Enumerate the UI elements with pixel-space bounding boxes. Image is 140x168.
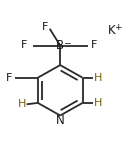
Text: F: F xyxy=(21,40,28,51)
Text: N: N xyxy=(56,114,65,127)
Text: F: F xyxy=(42,22,49,32)
Text: H: H xyxy=(94,73,102,83)
Text: H: H xyxy=(94,98,102,108)
Text: F: F xyxy=(91,40,97,51)
Text: K: K xyxy=(108,24,116,37)
Text: −: − xyxy=(63,38,70,47)
Text: B: B xyxy=(56,39,64,52)
Text: F: F xyxy=(6,73,12,83)
Text: H: H xyxy=(18,99,26,109)
Text: +: + xyxy=(115,23,122,32)
